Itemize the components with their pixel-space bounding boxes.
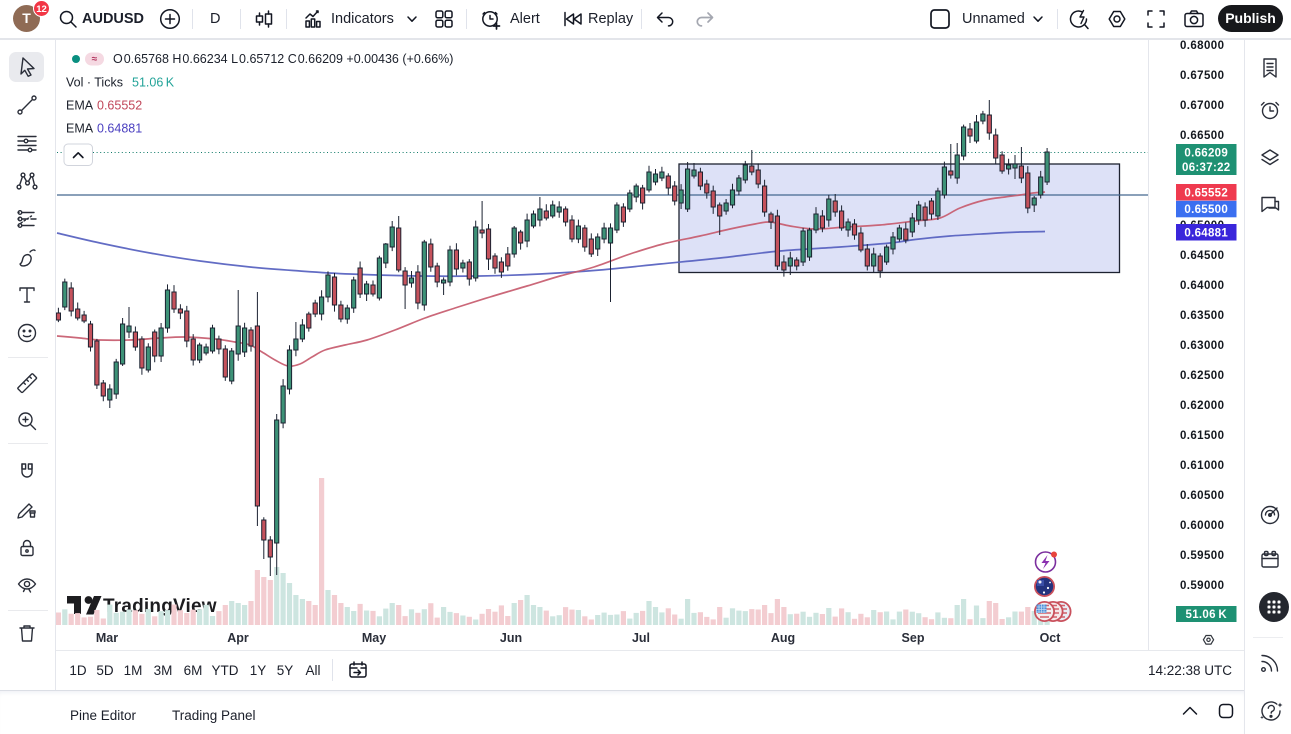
- svg-text:0.65500: 0.65500: [1184, 204, 1228, 216]
- svg-text:0.68000: 0.68000: [1180, 40, 1224, 52]
- svg-text:EMA: EMA: [66, 99, 94, 113]
- svg-text:0.63500: 0.63500: [1180, 310, 1224, 322]
- svg-text:0.62500: 0.62500: [1180, 370, 1224, 382]
- svg-text:0.65552: 0.65552: [1184, 187, 1228, 199]
- svg-text:0.66209: 0.66209: [1184, 148, 1228, 160]
- svg-text:May: May: [362, 631, 386, 645]
- svg-text:0.59000: 0.59000: [1180, 580, 1224, 592]
- svg-text:0.61500: 0.61500: [1180, 430, 1224, 442]
- svg-text:0.62000: 0.62000: [1180, 400, 1224, 412]
- svg-text:≈: ≈: [92, 54, 98, 65]
- svg-text:0.64500: 0.64500: [1180, 250, 1224, 262]
- svg-text:0.63000: 0.63000: [1180, 340, 1224, 352]
- svg-text:0.64000: 0.64000: [1180, 280, 1224, 292]
- svg-text:Sep: Sep: [902, 631, 925, 645]
- svg-text:0.67500: 0.67500: [1180, 70, 1224, 82]
- svg-text:Apr: Apr: [227, 631, 249, 645]
- svg-text:0.60500: 0.60500: [1180, 490, 1224, 502]
- svg-text:EMA: EMA: [66, 122, 94, 136]
- svg-text:Jul: Jul: [632, 631, 650, 645]
- svg-text:0.64881: 0.64881: [97, 122, 142, 136]
- svg-text:51.06 K: 51.06 K: [1186, 609, 1228, 621]
- svg-text:Mar: Mar: [96, 631, 118, 645]
- svg-text:0.64881: 0.64881: [1184, 227, 1228, 239]
- svg-text:O0.65768 H0.66234 L0.65712: O0.65768 H0.66234 L0.65712 C0.66209 +0.0…: [113, 52, 453, 66]
- svg-text:Vol · Ticks: Vol · Ticks: [66, 76, 123, 90]
- svg-text:0.67000: 0.67000: [1180, 100, 1224, 112]
- svg-text:06:37:22: 06:37:22: [1182, 162, 1230, 174]
- svg-text:0.60000: 0.60000: [1180, 520, 1224, 532]
- svg-text:0.59500: 0.59500: [1180, 550, 1224, 562]
- svg-text:Oct: Oct: [1040, 631, 1062, 645]
- svg-text:Jun: Jun: [500, 631, 522, 645]
- svg-text:0.61000: 0.61000: [1180, 460, 1224, 472]
- svg-text:0.66500: 0.66500: [1180, 130, 1224, 142]
- svg-text:Aug: Aug: [771, 631, 795, 645]
- svg-text:51.06 K: 51.06 K: [132, 76, 175, 90]
- svg-text:0.65552: 0.65552: [97, 99, 142, 113]
